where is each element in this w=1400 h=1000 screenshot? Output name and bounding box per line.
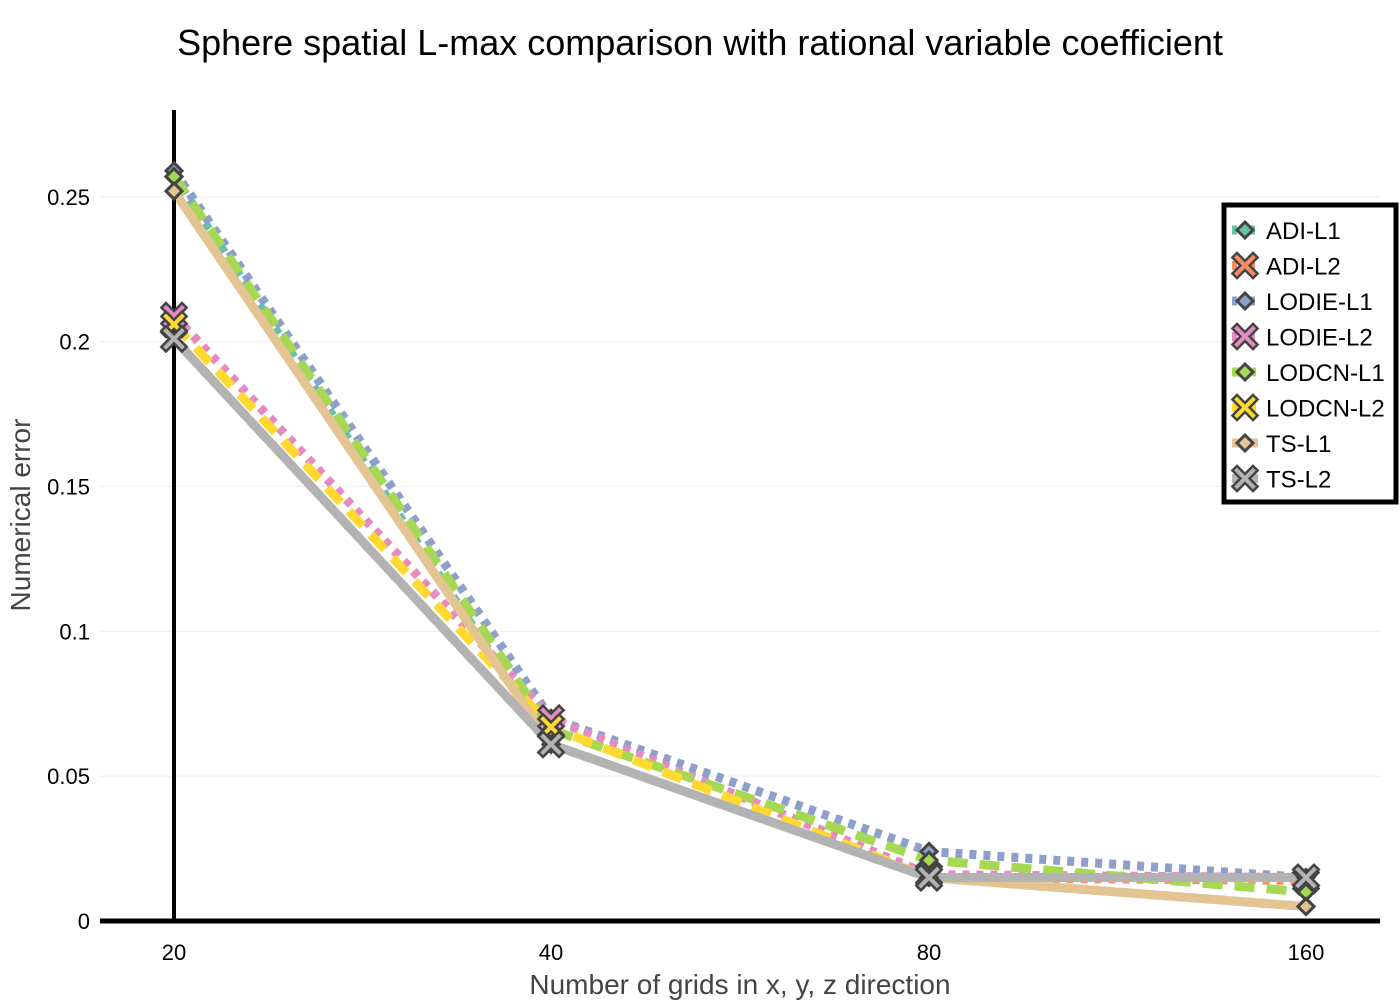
x-tick-label: 80 xyxy=(917,940,941,965)
y-tick-label: 0.15 xyxy=(47,475,90,500)
data-point-marker xyxy=(536,712,566,742)
data-point-marker xyxy=(1230,464,1260,493)
y-tick-label: 0.1 xyxy=(59,619,90,644)
legend-label: LODCN-L1 xyxy=(1266,360,1385,387)
data-point-marker xyxy=(1234,219,1256,241)
legend-label: TS-L2 xyxy=(1266,467,1331,494)
legend-label: ADI-L2 xyxy=(1266,254,1341,281)
series-line xyxy=(170,174,1307,897)
chart-title: Sphere spatial L-max comparison with rat… xyxy=(177,22,1223,63)
data-point-marker xyxy=(1291,863,1321,892)
legend-item: LODIE-L2 xyxy=(1230,322,1373,352)
x-tick-label: 20 xyxy=(162,940,186,965)
data-point-marker xyxy=(163,180,185,202)
data-point-marker xyxy=(1230,393,1260,422)
y-tick-label: 0.05 xyxy=(47,764,90,789)
gridlines xyxy=(100,196,1380,777)
legend-label: TS-L1 xyxy=(1266,431,1331,458)
legend-item: TS-L2 xyxy=(1230,464,1331,494)
x-axis-title: Number of grids in x, y, z direction xyxy=(529,969,950,1000)
x-tick-label: 40 xyxy=(539,940,563,965)
legend: ADI-L1 ADI-L2 LODIE-L1 LODIE-L2 LODCN-L1 LODC… xyxy=(1221,202,1399,505)
legend-label: ADI-L1 xyxy=(1266,218,1341,245)
data-point-marker xyxy=(536,729,566,759)
axes xyxy=(100,110,1380,924)
data-point-marker xyxy=(1230,322,1260,351)
x-tick-labels: 20 40 80 160 xyxy=(162,940,1325,965)
series-line xyxy=(170,335,1306,883)
x-tick-label: 160 xyxy=(1288,940,1325,965)
legend-label: LODIE-L2 xyxy=(1266,325,1373,352)
legend-item: ADI-L1 xyxy=(1232,218,1341,245)
legend-item: TS-L1 xyxy=(1232,431,1331,458)
legend-item: LODCN-L2 xyxy=(1230,393,1385,423)
y-tick-label: 0.25 xyxy=(47,185,90,210)
series-markers xyxy=(159,160,1321,917)
data-point-marker xyxy=(914,863,944,892)
legend-item: LODIE-L1 xyxy=(1232,289,1373,316)
series-lines xyxy=(170,168,1307,912)
data-point-marker xyxy=(1234,361,1256,383)
legend-item: ADI-L2 xyxy=(1230,251,1341,281)
data-point-marker xyxy=(159,324,189,354)
y-tick-label: 0.2 xyxy=(59,330,90,355)
legend-label: LODIE-L1 xyxy=(1266,289,1373,316)
y-tick-labels: 0 0.05 0.1 0.15 0.2 0.25 xyxy=(47,185,90,934)
data-point-marker xyxy=(1295,896,1317,917)
data-point-marker xyxy=(1234,432,1256,454)
legend-label: LODCN-L2 xyxy=(1266,396,1385,423)
data-point-marker xyxy=(1230,251,1260,280)
legend-item: LODCN-L1 xyxy=(1232,360,1385,387)
data-point-marker xyxy=(1234,290,1256,312)
y-axis-title: Numerical error xyxy=(5,419,36,612)
series-line xyxy=(170,321,1306,883)
y-tick-label: 0 xyxy=(78,909,90,934)
